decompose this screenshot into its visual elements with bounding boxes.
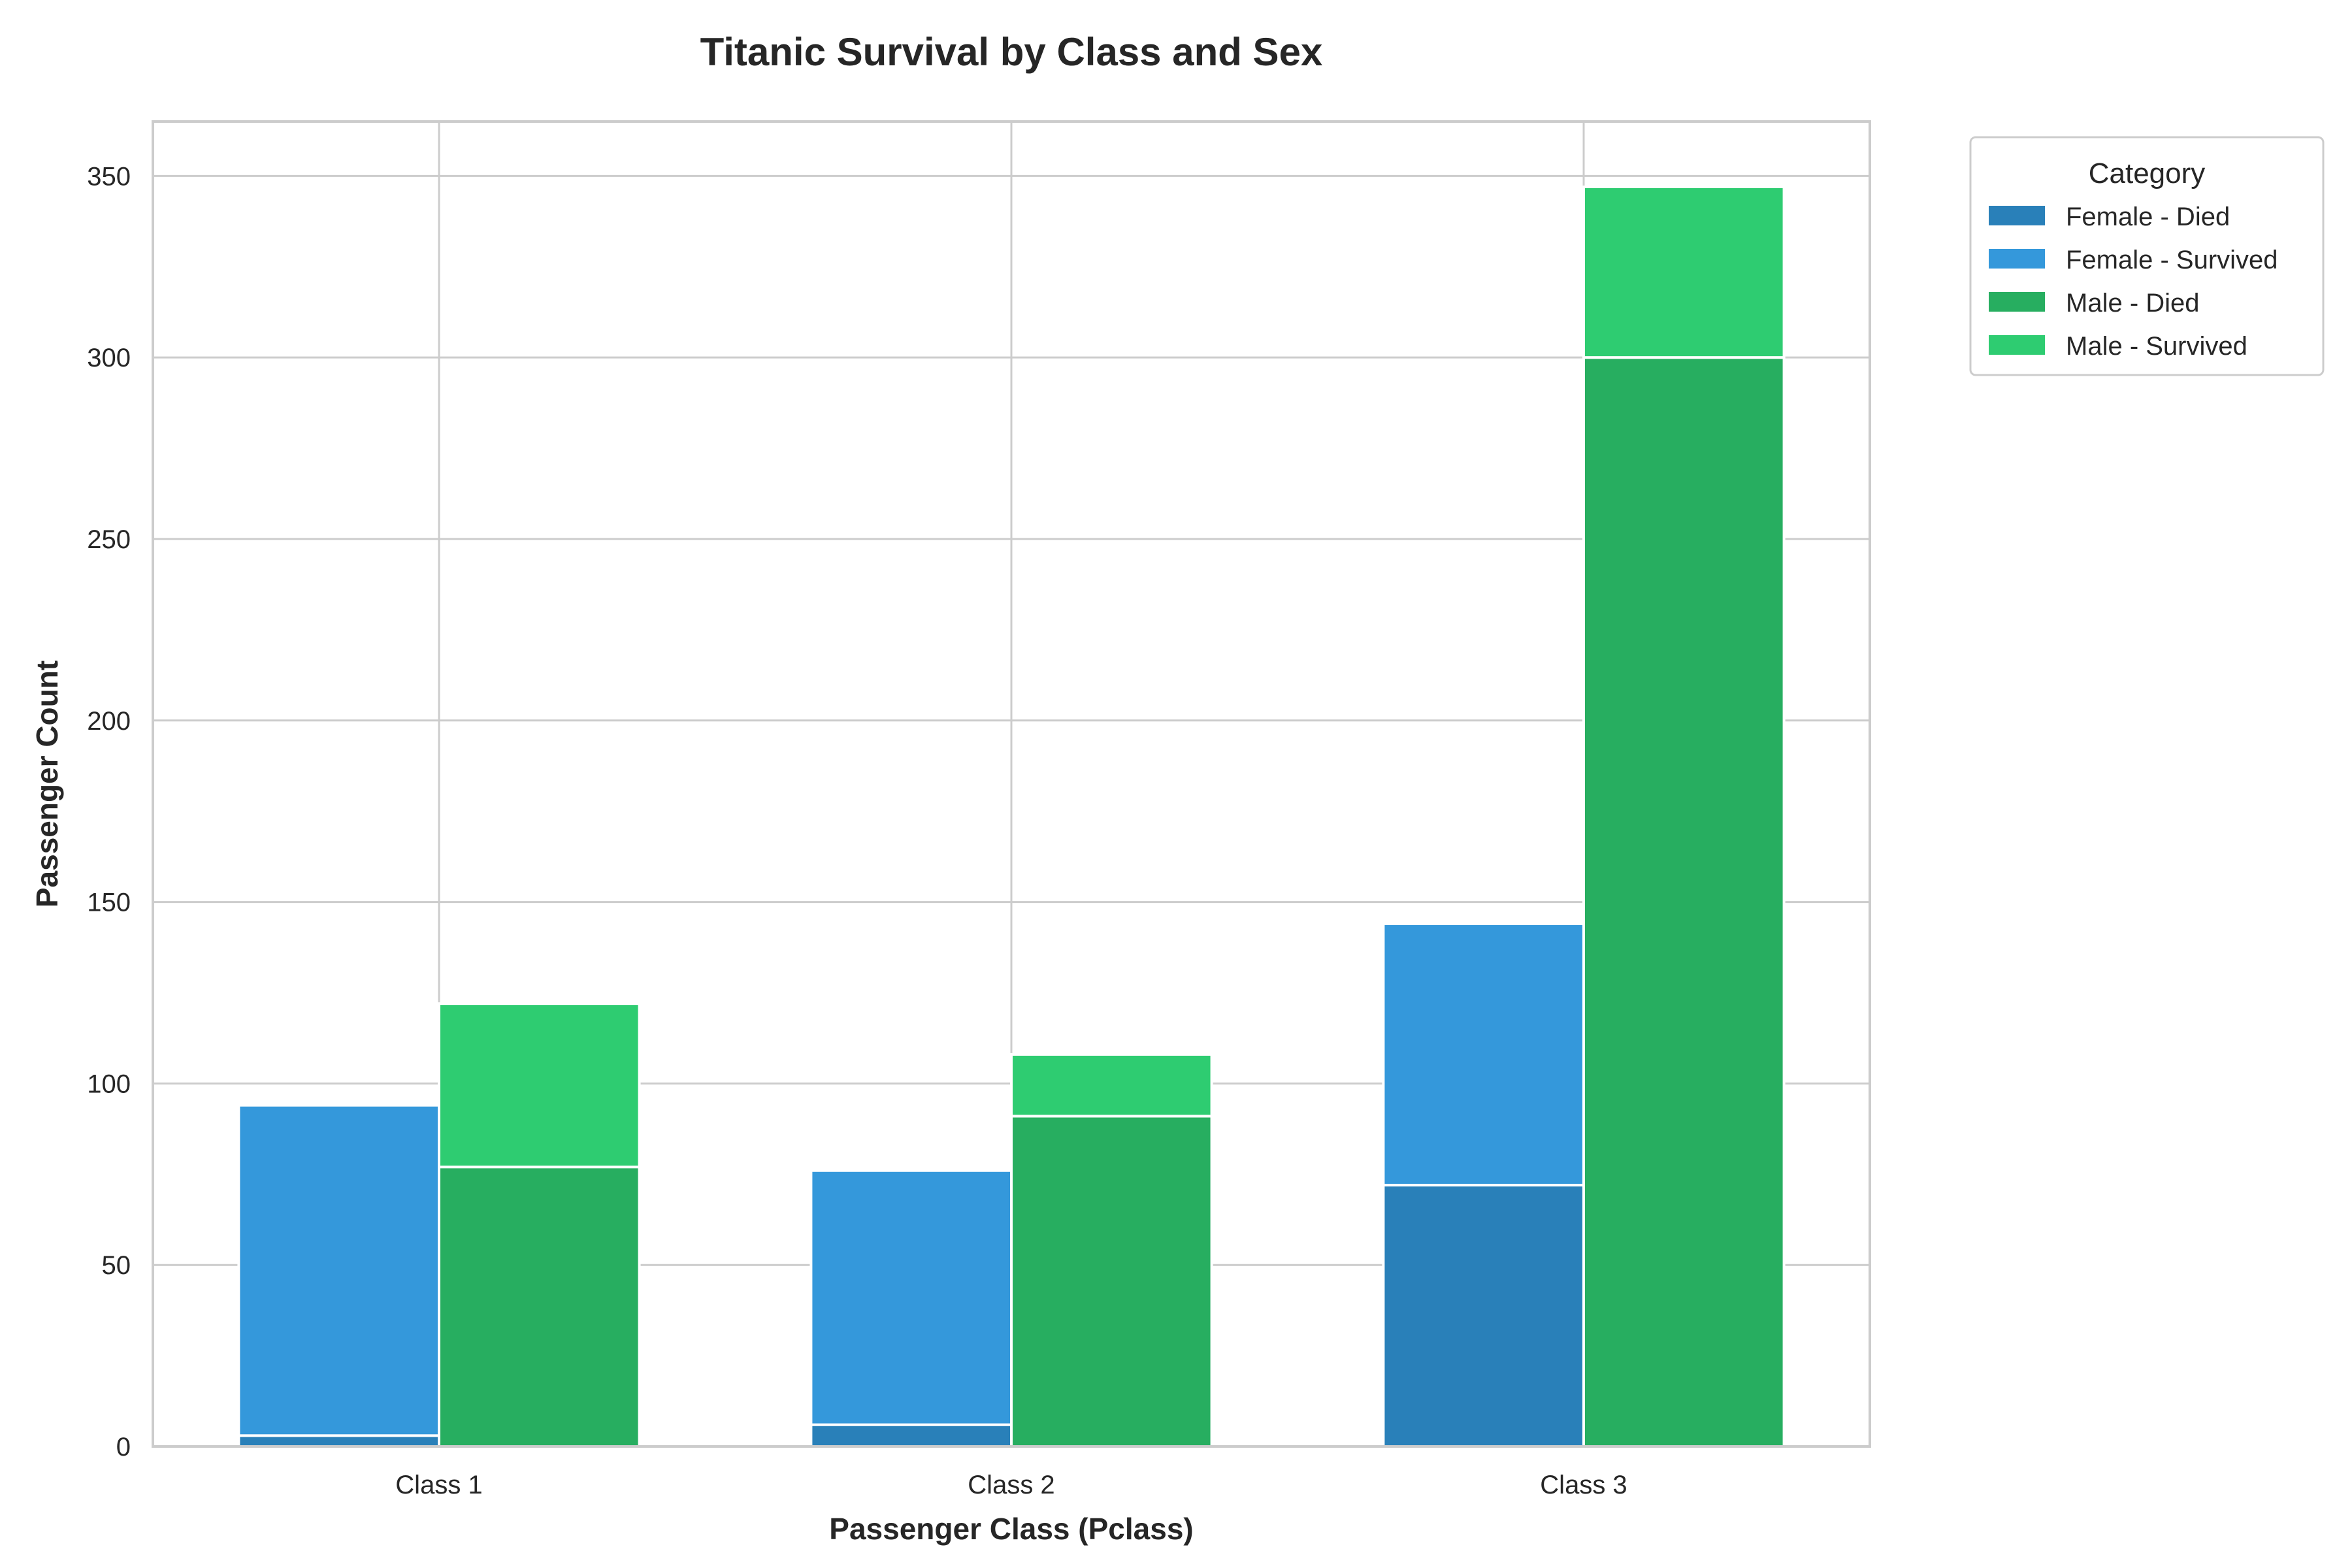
- legend-title: Category: [2089, 157, 2206, 189]
- x-tick-label: Class 1: [395, 1471, 482, 1499]
- legend-label: Male - Survived: [2066, 332, 2247, 361]
- bar-segment: [237, 1434, 440, 1448]
- y-tick-label: 150: [87, 889, 131, 917]
- legend-label: Female - Survived: [2066, 246, 2278, 274]
- bar-segment: [1382, 922, 1585, 1186]
- y-tick-label: 100: [87, 1070, 131, 1098]
- y-tick-label: 200: [87, 707, 131, 736]
- legend-label: Female - Died: [2066, 203, 2230, 231]
- bar-segment: [1582, 186, 1786, 359]
- bar-segment: [438, 1166, 641, 1448]
- y-tick-label: 350: [87, 162, 131, 191]
- bar-segment: [438, 1002, 641, 1169]
- bar-segment: [237, 1103, 440, 1437]
- bar-segment: [1382, 1183, 1585, 1448]
- bar-segment: [1582, 356, 1786, 1448]
- bar-segment: [1010, 1053, 1213, 1118]
- legend-label: Male - Died: [2066, 289, 2200, 318]
- y-axis-label: Passenger Count: [30, 661, 64, 907]
- legend-swatch: [1989, 249, 2045, 269]
- bar-segment: [809, 1169, 1013, 1426]
- y-tick-label: 300: [87, 344, 131, 372]
- y-tick-label: 250: [87, 525, 131, 554]
- bar-segment: [809, 1423, 1013, 1448]
- legend-items: Female - Died Female - Survived Male - Die…: [1989, 203, 2278, 361]
- bar-segment: [1010, 1115, 1213, 1448]
- y-tick-label: 50: [102, 1251, 131, 1280]
- y-tick-label: 0: [116, 1433, 131, 1462]
- x-axis-label: Passenger Class (Pclass): [829, 1512, 1193, 1546]
- y-axis-ticks: 0 50 100 150 200 250 300 350: [87, 162, 131, 1462]
- legend: Category Female - Died Female - Survived M…: [1969, 136, 2325, 376]
- legend-swatch: [1989, 206, 2045, 225]
- legend-swatch: [1989, 292, 2045, 312]
- legend-box: [1969, 136, 2325, 376]
- plot-frame: [152, 120, 1871, 1448]
- x-tick-label: Class 3: [1540, 1471, 1627, 1499]
- chart-title: Titanic Survival by Class and Sex: [700, 30, 1323, 74]
- legend-swatch: [1989, 335, 2045, 355]
- bars: [237, 186, 1786, 1448]
- x-tick-label: Class 2: [968, 1471, 1054, 1499]
- x-axis-ticks: Class 1 Class 2 Class 3: [395, 1471, 1627, 1499]
